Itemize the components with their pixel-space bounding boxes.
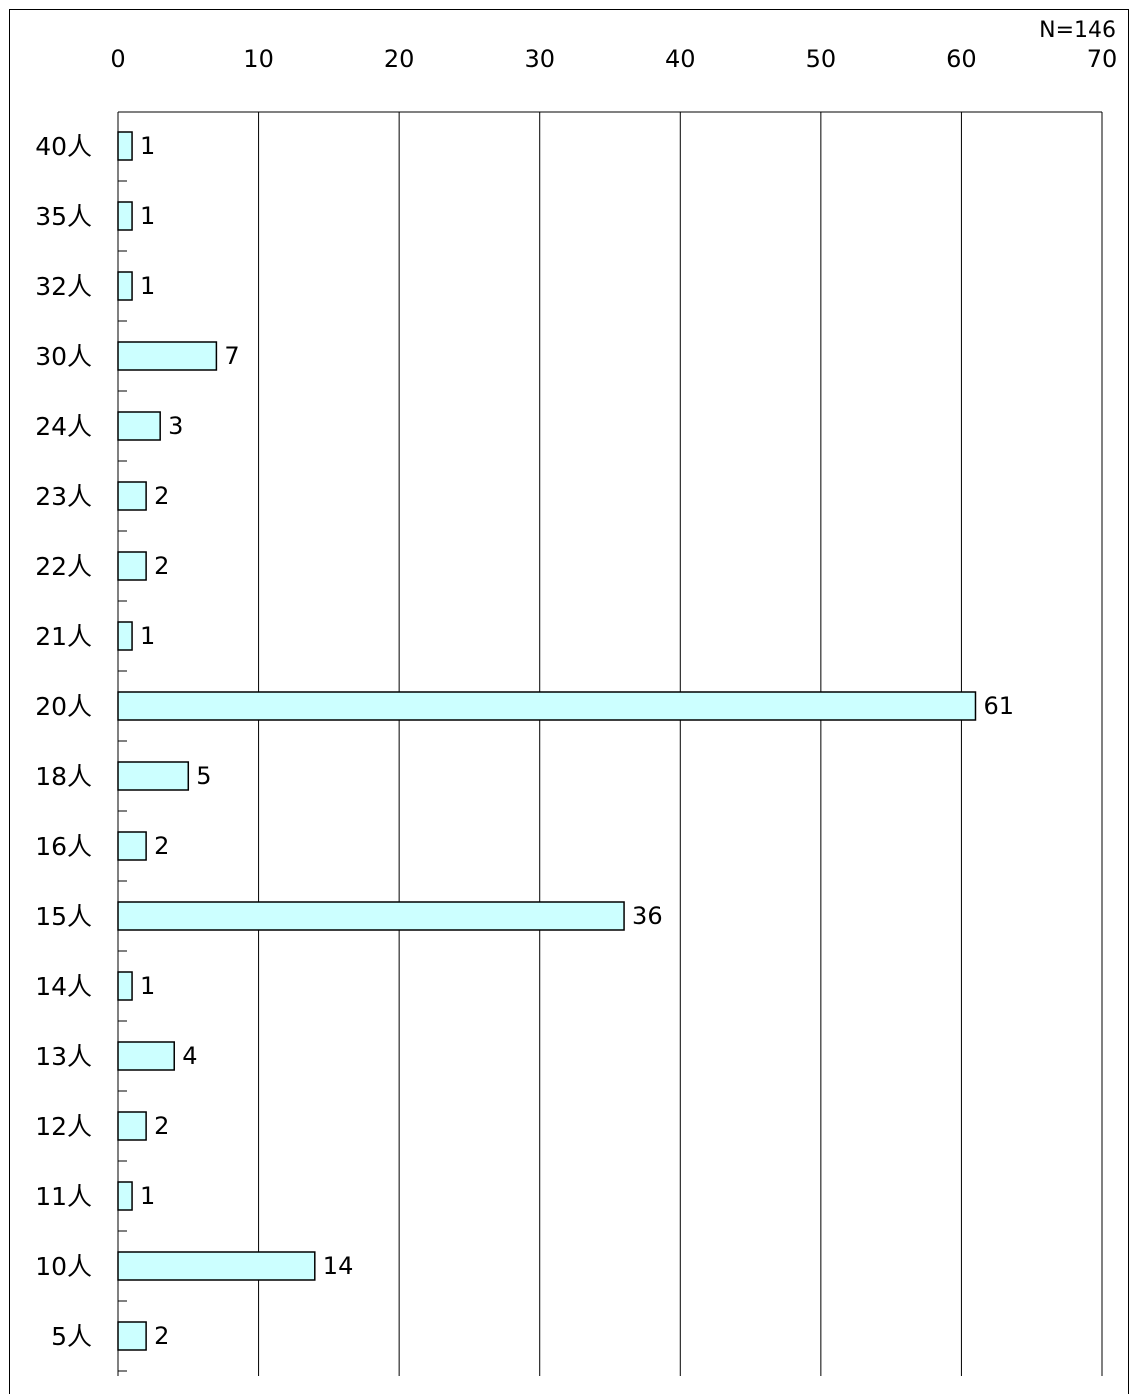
category-label-1: 35人 xyxy=(35,202,92,231)
value-label-15: 1 xyxy=(140,1182,155,1210)
bar-3 xyxy=(117,341,218,371)
category-label-14: 12人 xyxy=(35,1112,92,1141)
category-label-13: 13人 xyxy=(35,1042,92,1071)
bar-0 xyxy=(117,131,133,161)
bar-6 xyxy=(117,551,147,581)
bar-8 xyxy=(117,691,977,721)
value-label-7: 1 xyxy=(140,622,155,650)
x-tick-label-70: 70 xyxy=(1087,45,1118,73)
category-label-10: 16人 xyxy=(35,832,92,861)
category-label-4: 24人 xyxy=(35,412,92,441)
category-label-0: 40人 xyxy=(35,132,92,161)
category-label-17: 5人 xyxy=(51,1322,92,1351)
bar-13 xyxy=(117,1041,175,1071)
bar-10 xyxy=(117,831,147,861)
category-label-3: 30人 xyxy=(35,342,92,371)
bar-12 xyxy=(117,971,133,1001)
bar-17 xyxy=(117,1321,147,1351)
category-label-6: 22人 xyxy=(35,552,92,581)
value-label-12: 1 xyxy=(140,972,155,1000)
bar-5 xyxy=(117,481,147,511)
category-label-12: 14人 xyxy=(35,972,92,1001)
chart-frame xyxy=(9,9,1129,1394)
value-label-10: 2 xyxy=(154,832,169,860)
value-label-6: 2 xyxy=(154,552,169,580)
category-label-15: 11人 xyxy=(35,1182,92,1211)
x-tick-label-60: 60 xyxy=(946,45,977,73)
sample-size-annotation: N=146 xyxy=(1039,18,1116,43)
category-label-16: 10人 xyxy=(35,1252,92,1281)
bar-1 xyxy=(117,201,133,231)
value-label-5: 2 xyxy=(154,482,169,510)
category-label-2: 32人 xyxy=(35,272,92,301)
bar-16 xyxy=(117,1251,316,1281)
bar-14 xyxy=(117,1111,147,1141)
category-label-9: 18人 xyxy=(35,762,92,791)
value-label-11: 36 xyxy=(632,902,663,930)
category-label-8: 20人 xyxy=(35,692,92,721)
bar-9 xyxy=(117,761,190,791)
bar-11 xyxy=(117,901,625,931)
bar-7 xyxy=(117,621,133,651)
value-label-1: 1 xyxy=(140,202,155,230)
bar-2 xyxy=(117,271,133,301)
bar-4 xyxy=(117,411,161,441)
value-label-0: 1 xyxy=(140,132,155,160)
value-label-14: 2 xyxy=(154,1112,169,1140)
x-tick-label-0: 0 xyxy=(110,45,125,73)
value-label-13: 4 xyxy=(182,1042,197,1070)
value-label-4: 3 xyxy=(168,412,183,440)
value-label-3: 7 xyxy=(224,342,239,370)
value-label-9: 5 xyxy=(196,762,211,790)
value-label-2: 1 xyxy=(140,272,155,300)
x-tick-label-10: 10 xyxy=(243,45,274,73)
value-label-16: 14 xyxy=(323,1252,354,1280)
x-tick-label-20: 20 xyxy=(384,45,415,73)
x-tick-label-30: 30 xyxy=(524,45,555,73)
category-label-7: 21人 xyxy=(35,622,92,651)
x-tick-label-50: 50 xyxy=(806,45,837,73)
bar-15 xyxy=(117,1181,133,1211)
value-label-17: 2 xyxy=(154,1322,169,1350)
value-label-8: 61 xyxy=(983,692,1014,720)
category-label-5: 23人 xyxy=(35,482,92,511)
x-tick-label-40: 40 xyxy=(665,45,696,73)
category-label-11: 15人 xyxy=(35,902,92,931)
